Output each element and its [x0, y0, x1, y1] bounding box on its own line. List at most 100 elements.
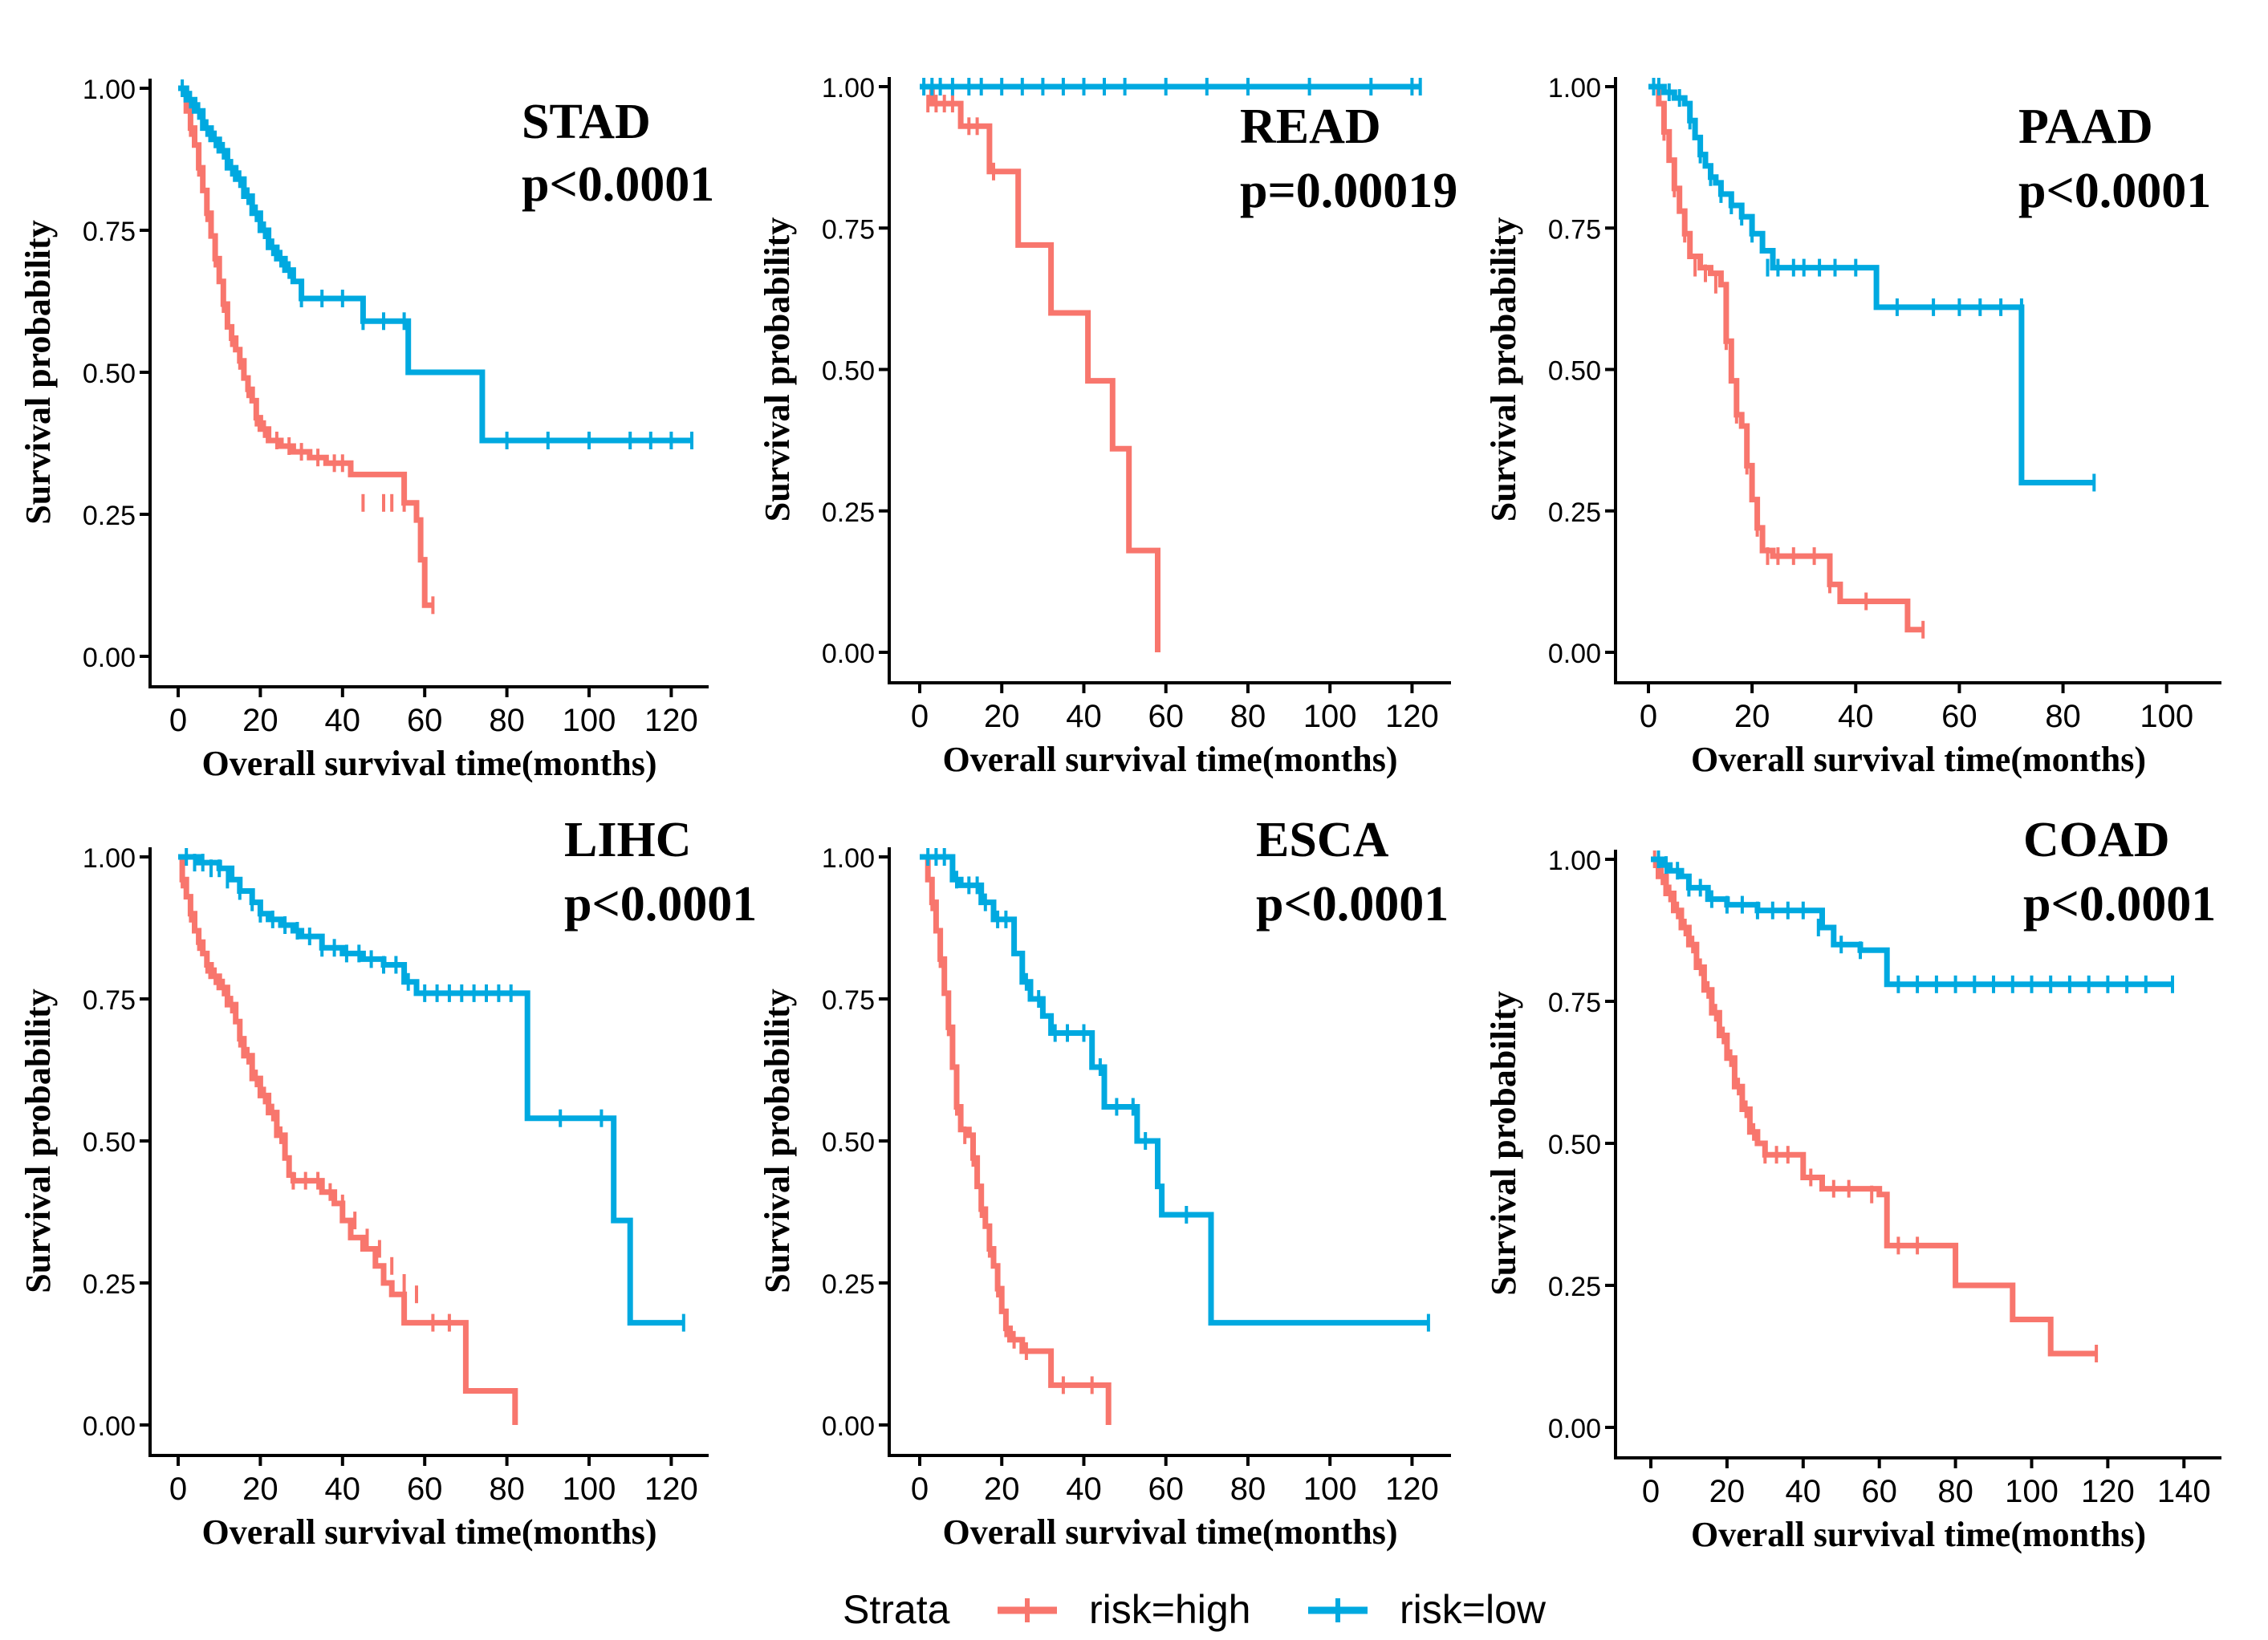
y-tick-label: 0.00	[1548, 1414, 1601, 1444]
y-tick-label: 0.75	[822, 985, 875, 1016]
km-panel-paad: 0.00 0.25 0.50 0.75 1.00 0 20 40 60 80 100 Overall …	[1484, 73, 2221, 779]
x-tick-label: 120	[644, 703, 698, 738]
y-tick-label: 1.00	[83, 75, 136, 105]
y-tick-label: 0.25	[1548, 1272, 1601, 1302]
legend-risk-high-label: risk=high	[1089, 1587, 1251, 1632]
y-tick-label: 1.00	[1548, 846, 1601, 876]
y-tick-label: 0.00	[822, 1411, 875, 1442]
x-tick-label: 120	[1385, 1472, 1439, 1507]
y-tick-label: 0.25	[822, 497, 875, 528]
km-panel-coad: 0.00 0.25 0.50 0.75 1.00 0 20 40 60 80 100 120 140 Ov…	[1484, 813, 2221, 1554]
x-axis-title: Overall survival time(months)	[1691, 1515, 2146, 1554]
legend-title: Strata	[843, 1587, 950, 1632]
km-curve-risk-low-paad	[1648, 83, 2095, 485]
x-tick-label: 60	[407, 703, 443, 738]
panel-title: PAAD	[2018, 99, 2153, 154]
x-tick-label: 60	[1941, 699, 1977, 734]
x-tick-label: 60	[1861, 1474, 1897, 1509]
y-tick-label: 0.75	[83, 985, 136, 1016]
x-tick-label: 40	[1786, 1474, 1822, 1509]
x-axis-title: Overall survival time(months)	[201, 1512, 656, 1552]
x-tick-label: 100	[563, 703, 616, 738]
x-axis-title: Overall survival time(months)	[942, 740, 1397, 779]
x-axis-title: Overall survival time(months)	[942, 1512, 1397, 1552]
x-tick-label: 0	[911, 1472, 929, 1507]
y-tick-label: 0.00	[83, 643, 136, 673]
y-axis-title: Survival probability	[1484, 991, 1523, 1295]
x-tick-label: 80	[1230, 699, 1266, 734]
y-tick-label: 1.00	[1548, 73, 1601, 104]
x-tick-label: 120	[2081, 1474, 2135, 1509]
km-curve-risk-high-stad	[178, 85, 433, 608]
y-tick-label: 0.25	[822, 1269, 875, 1300]
km-panel-read: 0.00 0.25 0.50 0.75 1.00 0 20 40 60 80 100 120 Overa…	[758, 73, 1457, 779]
x-tick-label: 20	[984, 1472, 1020, 1507]
legend: Strata risk=high risk=low	[843, 1587, 1547, 1632]
x-tick-label: 0	[1640, 699, 1657, 734]
x-tick-label: 20	[984, 699, 1020, 734]
y-tick-label: 0.75	[83, 217, 136, 247]
x-tick-label: 80	[2045, 699, 2081, 734]
x-tick-label: 20	[242, 703, 278, 738]
x-tick-label: 80	[489, 703, 525, 738]
x-tick-label: 60	[1148, 699, 1184, 734]
y-axis-title: Survival probability	[758, 217, 797, 522]
y-tick-label: 0.75	[822, 214, 875, 245]
x-tick-label: 80	[489, 1472, 525, 1507]
x-tick-label: 80	[1230, 1472, 1266, 1507]
panel-title: READ	[1240, 99, 1381, 154]
y-axis-title: Survival probability	[18, 988, 58, 1293]
y-axis-title: Survival probability	[758, 988, 797, 1293]
y-tick-label: 0.50	[83, 359, 136, 389]
y-tick-label: 0.25	[1548, 497, 1601, 528]
x-tick-label: 100	[563, 1472, 616, 1507]
x-tick-label: 120	[644, 1472, 698, 1507]
y-tick-label: 0.25	[83, 1269, 136, 1300]
x-tick-label: 0	[911, 699, 929, 734]
x-axis-title: Overall survival time(months)	[1691, 740, 2146, 779]
km-curve-risk-low-esca	[920, 854, 1429, 1326]
x-tick-label: 0	[169, 703, 187, 738]
legend-risk-low-label: risk=low	[1400, 1587, 1547, 1632]
km-panel-esca: 0.00 0.25 0.50 0.75 1.00 0 20 40 60 80 100 120 Overa…	[758, 813, 1451, 1552]
x-tick-label: 60	[407, 1472, 443, 1507]
km-panel-stad: 0.00 0.25 0.50 0.75 1.00 0 20 40 60 80 100 120 Overa…	[18, 75, 714, 783]
y-tick-label: 1.00	[83, 843, 136, 874]
panel-title: LIHC	[564, 813, 691, 867]
y-tick-label: 0.75	[1548, 214, 1601, 245]
y-axis-title: Survival probability	[1484, 217, 1523, 522]
y-tick-label: 0.50	[1548, 1130, 1601, 1160]
x-tick-label: 20	[1709, 1474, 1746, 1509]
p-value-label: p<0.0001	[2023, 877, 2216, 932]
y-tick-label: 0.75	[1548, 988, 1601, 1018]
km-panel-lihc: 0.00 0.25 0.50 0.75 1.00 0 20 40 60 80 100 120 Overa…	[18, 813, 757, 1552]
x-tick-label: 100	[1303, 699, 1357, 734]
y-tick-label: 1.00	[822, 73, 875, 104]
x-tick-label: 100	[2005, 1474, 2059, 1509]
x-tick-label: 0	[1642, 1474, 1660, 1509]
y-tick-label: 0.00	[822, 639, 875, 669]
x-tick-label: 40	[325, 703, 361, 738]
panel-title: ESCA	[1256, 813, 1389, 867]
x-tick-label: 100	[2140, 699, 2193, 734]
x-tick-label: 0	[169, 1472, 187, 1507]
y-tick-label: 0.50	[83, 1127, 136, 1158]
p-value-label: p<0.0001	[522, 157, 714, 212]
km-curve-risk-high-paad	[1648, 83, 1924, 633]
y-tick-label: 0.50	[822, 356, 875, 387]
x-tick-label: 20	[1734, 699, 1770, 734]
y-tick-label: 0.00	[83, 1411, 136, 1442]
panel-title: STAD	[522, 95, 651, 149]
x-tick-label: 40	[1066, 699, 1102, 734]
x-tick-label: 40	[1066, 1472, 1102, 1507]
km-curve-risk-high-read	[920, 83, 1160, 652]
panels: 0.00 0.25 0.50 0.75 1.00 0 20 40 60 80 100 120 Overa…	[18, 73, 2221, 1554]
x-tick-label: 40	[325, 1472, 361, 1507]
p-value-label: p<0.0001	[1256, 877, 1449, 932]
p-value-label: p<0.0001	[2018, 164, 2211, 218]
y-tick-label: 0.00	[1548, 639, 1601, 669]
y-tick-label: 0.50	[822, 1127, 875, 1158]
x-tick-label: 80	[1937, 1474, 1973, 1509]
